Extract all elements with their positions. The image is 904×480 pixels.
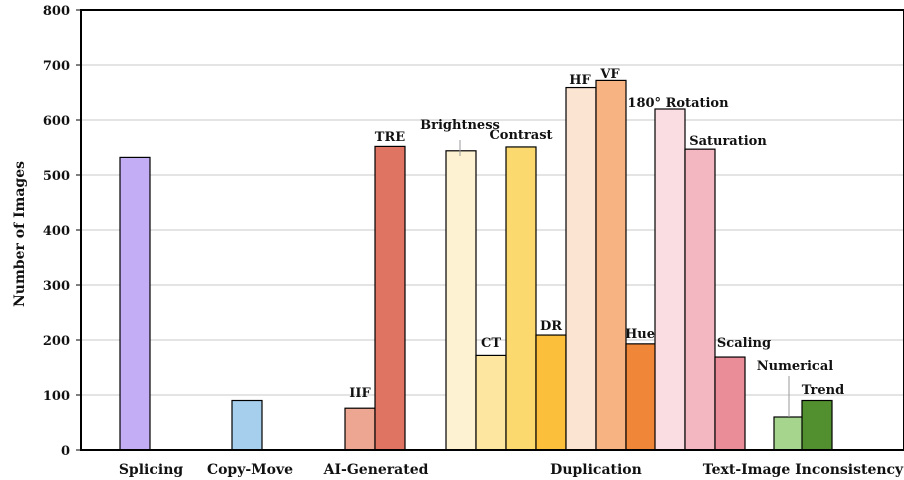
bar-contrast [505,146,537,451]
bar-splicing [119,156,151,451]
bar-label: Numerical [757,359,833,374]
bar-dr [535,334,567,451]
bar-label: CT [481,336,501,351]
bar-tre [374,145,406,451]
y-tick-label: 800 [43,4,70,19]
y-axis-title: Number of Images [12,161,28,307]
bar-label: Saturation [689,134,767,149]
bar-saturation [684,148,716,451]
bar-numerical [773,416,805,451]
bar-ct [475,354,507,451]
y-tick-label: 300 [43,279,70,294]
bar-180-rotation [654,108,686,451]
x-category-label: AI-Generated [323,462,429,478]
y-tick-label: 500 [43,169,70,184]
x-category-label: Splicing [119,462,184,478]
bar-label: 180° Rotation [627,96,729,111]
y-tick-label: 200 [43,334,70,349]
y-tick-label: 600 [43,114,70,129]
bar-brightness [445,150,477,451]
bar-label: IIF [349,386,371,401]
y-tick-label: 400 [43,224,70,239]
bar-copy-move [231,399,263,451]
plot-frame [80,9,904,451]
bar-label: TRE [375,130,405,145]
bar-hue [625,343,657,451]
bars [119,79,833,451]
bar-scaling [714,356,746,451]
y-tick-label: 100 [43,389,70,404]
x-axis-categories: Splicing Copy-Move AI-Generated Duplication… [119,462,904,478]
bar-hf [565,86,597,451]
x-category-label: Copy-Move [207,462,293,478]
bar-label: Hue [625,327,655,342]
gridlines [81,64,904,396]
bar-label: HF [569,73,591,88]
bar-label: VF [599,67,620,82]
bar-vf [595,79,627,451]
x-category-label: Duplication [550,462,642,478]
bar-labels: IIF TRE Brightness CT Contrast DR HF VF Hue 180° … [349,67,844,417]
y-tick-label: 0 [61,444,70,459]
x-category-label: Text-Image Inconsistency [703,462,904,478]
bar-label: DR [540,319,562,334]
bar-label: Scaling [717,336,771,351]
y-tick-label: 700 [43,59,70,74]
y-axis-ticks: 0 100 200 300 400 500 600 700 800 [43,4,81,459]
bar-label: Brightness [420,118,500,133]
bar-iif [344,407,376,451]
bar-trend [801,399,833,451]
bar-label: Trend [802,383,844,398]
bar-label: Contrast [489,128,552,143]
